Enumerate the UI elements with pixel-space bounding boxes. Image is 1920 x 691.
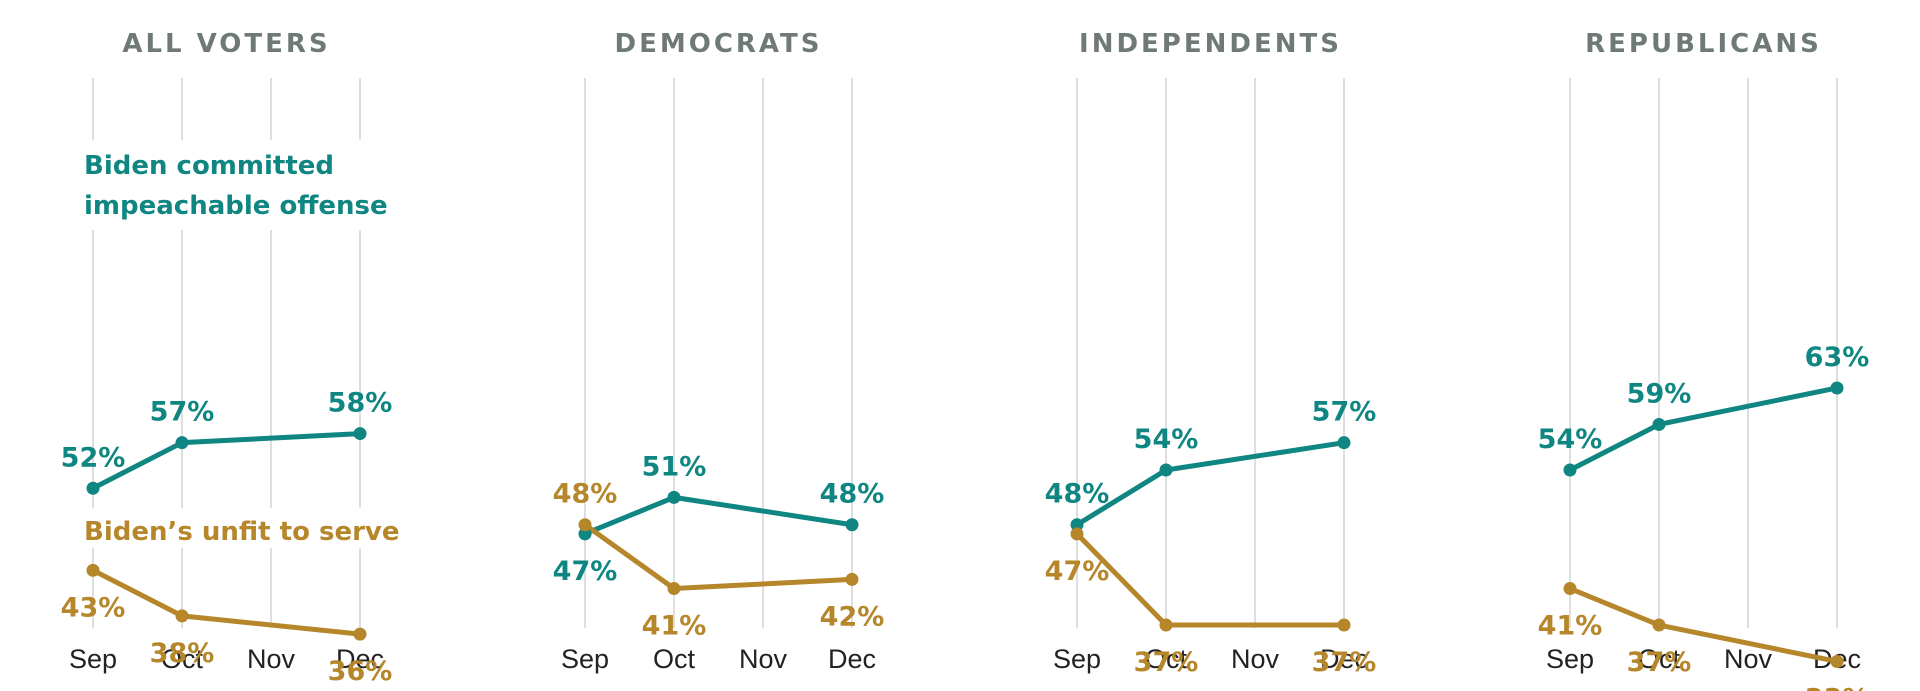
data-point-impeachable-oct — [1652, 417, 1666, 431]
data-label-unfit-dec: 36% — [328, 656, 393, 687]
annotation-bg-gold — [80, 508, 410, 548]
data-point-impeachable-sep — [1070, 518, 1084, 532]
data-point-unfit-sep — [578, 518, 592, 532]
data-label-unfit-sep: 48% — [553, 479, 618, 510]
data-label-impeachable-dec: 57% — [1312, 397, 1377, 428]
data-label-unfit-oct: 38% — [150, 638, 215, 669]
series-line-impeachable — [90, 431, 363, 491]
data-point-impeachable-oct — [667, 490, 681, 504]
data-label-unfit-dec: 33% — [1805, 683, 1870, 691]
data-label-unfit-dec: 42% — [820, 601, 885, 632]
data-point-unfit-sep — [86, 563, 100, 577]
tick-label-dec: Dec — [1320, 644, 1368, 674]
tick-label-sep: Sep — [69, 644, 117, 674]
series-line-unfit — [582, 522, 855, 592]
panel-democrats: DEMOCRATS Sep Oct Nov Dec 47% 51% 48% 48% 41% 42% — [553, 29, 885, 674]
annotation-bg-teal — [80, 140, 410, 230]
data-label-impeachable-oct: 59% — [1627, 378, 1692, 409]
tick-label-oct: Oct — [1145, 644, 1188, 674]
data-point-impeachable-oct — [1159, 463, 1173, 477]
data-point-unfit-dec — [845, 572, 859, 586]
tick-label-sep: Sep — [561, 644, 609, 674]
data-label-impeachable-oct: 54% — [1134, 424, 1199, 455]
tick-label-dec: Dec — [336, 644, 384, 674]
data-label-unfit-oct: 37% — [1627, 647, 1692, 678]
tick-label-dec: Dec — [828, 644, 876, 674]
tick-label-oct: Oct — [161, 644, 204, 674]
data-label-impeachable-oct: 51% — [642, 451, 707, 482]
panel-title: REPUBLICANS — [1585, 29, 1822, 59]
data-label-unfit-sep: 43% — [61, 592, 126, 623]
series-label-impeachable-line2: impeachable offense — [84, 191, 388, 221]
data-point-unfit-sep — [1070, 527, 1084, 541]
data-label-impeachable-dec: 63% — [1805, 342, 1870, 373]
data-label-impeachable-dec: 58% — [328, 388, 393, 419]
panel-title: INDEPENDENTS — [1079, 29, 1342, 59]
panel-republicans: REPUBLICANSSepOctNovDec54%59%63%41%37%33… — [1538, 29, 1870, 691]
series-line-impeachable — [1567, 385, 1840, 473]
data-point-unfit-sep — [1563, 582, 1577, 596]
data-label-impeachable-sep: 54% — [1538, 424, 1603, 455]
data-point-unfit-oct — [175, 609, 189, 623]
series-label-impeachable-line1: Biden committed — [84, 151, 334, 181]
tick-label-nov: Nov — [739, 644, 788, 674]
series-line-unfit — [1567, 586, 1840, 664]
panel-title: ALL VOTERS — [122, 29, 330, 59]
tick-label-sep: Sep — [1546, 644, 1594, 674]
series-line-unfit — [90, 567, 363, 637]
data-label-impeachable-sep: 48% — [1045, 479, 1110, 510]
data-point-impeachable-sep — [578, 527, 592, 541]
data-label-impeachable-sep: 52% — [61, 442, 126, 473]
data-point-impeachable-oct — [175, 436, 189, 450]
data-point-unfit-oct — [1652, 618, 1666, 632]
panel-all-voters: ALL VOTERS Sep Oct Nov Dec 52% 57% 58% 43% 38% 36% — [61, 29, 393, 687]
data-point-unfit-dec — [353, 627, 367, 641]
chart-panels: ALL VOTERS Sep Oct Nov Dec 52% 57% 58% 43% 38% 36%… — [61, 29, 1870, 691]
panel-title: DEMOCRATS — [615, 29, 823, 59]
data-label-impeachable-dec: 48% — [820, 479, 885, 510]
data-label-unfit-sep: 47% — [1045, 556, 1110, 587]
series-line-impeachable — [1074, 440, 1347, 528]
tick-label-oct: Oct — [653, 644, 696, 674]
series-label-unfit: Biden’s unfit to serve — [84, 517, 400, 547]
tick-label-nov: Nov — [1231, 644, 1280, 674]
data-point-impeachable-sep — [1563, 463, 1577, 477]
series-line-impeachable — [582, 494, 855, 537]
data-point-unfit-oct — [667, 582, 681, 596]
data-point-impeachable-sep — [86, 481, 100, 495]
data-point-unfit-oct — [1159, 618, 1173, 632]
data-label-impeachable-sep: 47% — [553, 556, 618, 587]
data-point-unfit-dec — [1337, 618, 1351, 632]
series-line-unfit — [1074, 531, 1347, 628]
data-point-impeachable-dec — [845, 518, 859, 532]
data-label-unfit-sep: 41% — [1538, 611, 1603, 642]
data-point-impeachable-dec — [353, 427, 367, 441]
data-label-unfit-oct: 41% — [642, 611, 707, 642]
data-point-impeachable-dec — [1337, 436, 1351, 450]
panel-independents: INDEPENDENTS Sep Oct Nov Dec 48% 54% 57% 47% 37% 3… — [1045, 29, 1377, 678]
data-label-impeachable-oct: 57% — [150, 397, 215, 428]
data-label-unfit-dec: 37% — [1312, 647, 1377, 678]
data-point-unfit-dec — [1830, 654, 1844, 668]
tick-label-oct: Oct — [1638, 644, 1681, 674]
series-annotations: Biden committed impeachable offense Bide… — [80, 140, 410, 548]
data-point-impeachable-dec — [1830, 381, 1844, 395]
tick-label-nov: Nov — [247, 644, 296, 674]
data-label-unfit-oct: 37% — [1134, 647, 1199, 678]
tick-label-sep: Sep — [1053, 644, 1101, 674]
